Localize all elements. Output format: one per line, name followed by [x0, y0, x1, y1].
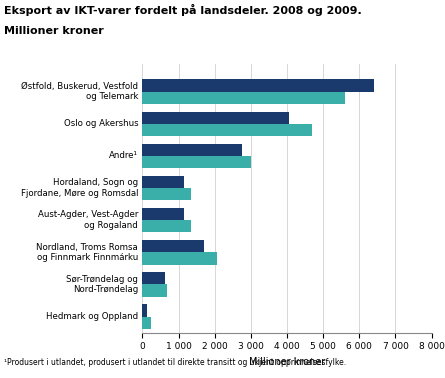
Text: Eksport av IKT-varer fordelt på landsdeler. 2008 og 2009.: Eksport av IKT-varer fordelt på landsdel…: [4, 4, 362, 16]
Bar: [142, 304, 147, 316]
Bar: [142, 124, 312, 136]
Bar: [142, 144, 242, 156]
Bar: [142, 272, 165, 284]
Bar: [142, 316, 151, 329]
Bar: [142, 91, 345, 104]
Text: Millioner kroner: Millioner kroner: [4, 26, 104, 36]
Bar: [142, 112, 289, 124]
Bar: [142, 208, 184, 220]
Bar: [142, 252, 217, 265]
Bar: [142, 188, 191, 200]
X-axis label: Millioner kroner: Millioner kroner: [249, 357, 325, 367]
Bar: [142, 79, 374, 91]
Bar: [142, 176, 184, 188]
Bar: [142, 284, 167, 297]
Text: ¹Produsert i utlandet, produsert i utlandet til direkte transitt og ukjent oppri: ¹Produsert i utlandet, produsert i utlan…: [4, 358, 347, 367]
Bar: [142, 220, 191, 232]
Bar: [142, 240, 204, 252]
Bar: [142, 156, 251, 168]
